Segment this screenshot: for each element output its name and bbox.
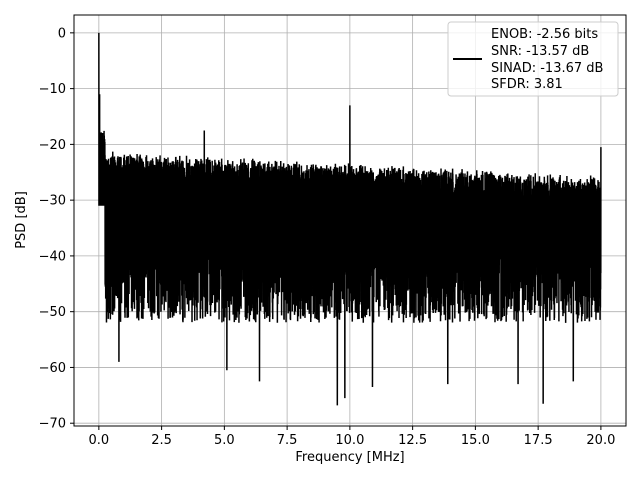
y-tick-label: −60 [39,361,66,376]
x-tick-label: 20.0 [586,433,615,448]
legend-snr: SNR: -13.57 dB [491,44,589,59]
x-axis-ticks: 0.0 2.5 5.0 7.5 10.0 12.5 15.0 17.5 20.0 [89,426,615,448]
y-tick-label: −20 [39,138,66,153]
y-tick-label: −30 [39,194,66,209]
y-axis-label: PSD [dB] [14,191,29,249]
x-tick-label: 5.0 [214,433,235,448]
x-tick-label: 15.0 [461,433,490,448]
legend: ENOB: -2.56 bits SNR: -13.57 dB SINAD: -… [447,21,619,97]
legend-sinad: SINAD: -13.67 dB [491,61,603,76]
legend-enob: ENOB: -2.56 bits [491,27,598,42]
x-axis-label: Frequency [MHz] [295,450,404,465]
y-tick-label: 0 [58,26,66,41]
legend-sfdr: SFDR: 3.81 [491,77,563,92]
y-tick-label: −40 [39,249,66,264]
x-tick-label: 10.0 [335,433,364,448]
y-tick-label: −10 [39,82,66,97]
y-axis-ticks: 0 −10 −20 −30 −40 −50 −60 −70 [39,26,74,432]
x-tick-label: 2.5 [151,433,172,448]
x-tick-label: 17.5 [524,433,553,448]
x-tick-label: 0.0 [89,433,110,448]
legend-box [447,21,619,97]
x-tick-label: 7.5 [277,433,298,448]
y-tick-label: −50 [39,305,66,320]
psd-trace-group [98,32,602,406]
psd-trace [98,32,602,406]
y-tick-label: −70 [39,417,66,432]
x-tick-label: 12.5 [398,433,427,448]
